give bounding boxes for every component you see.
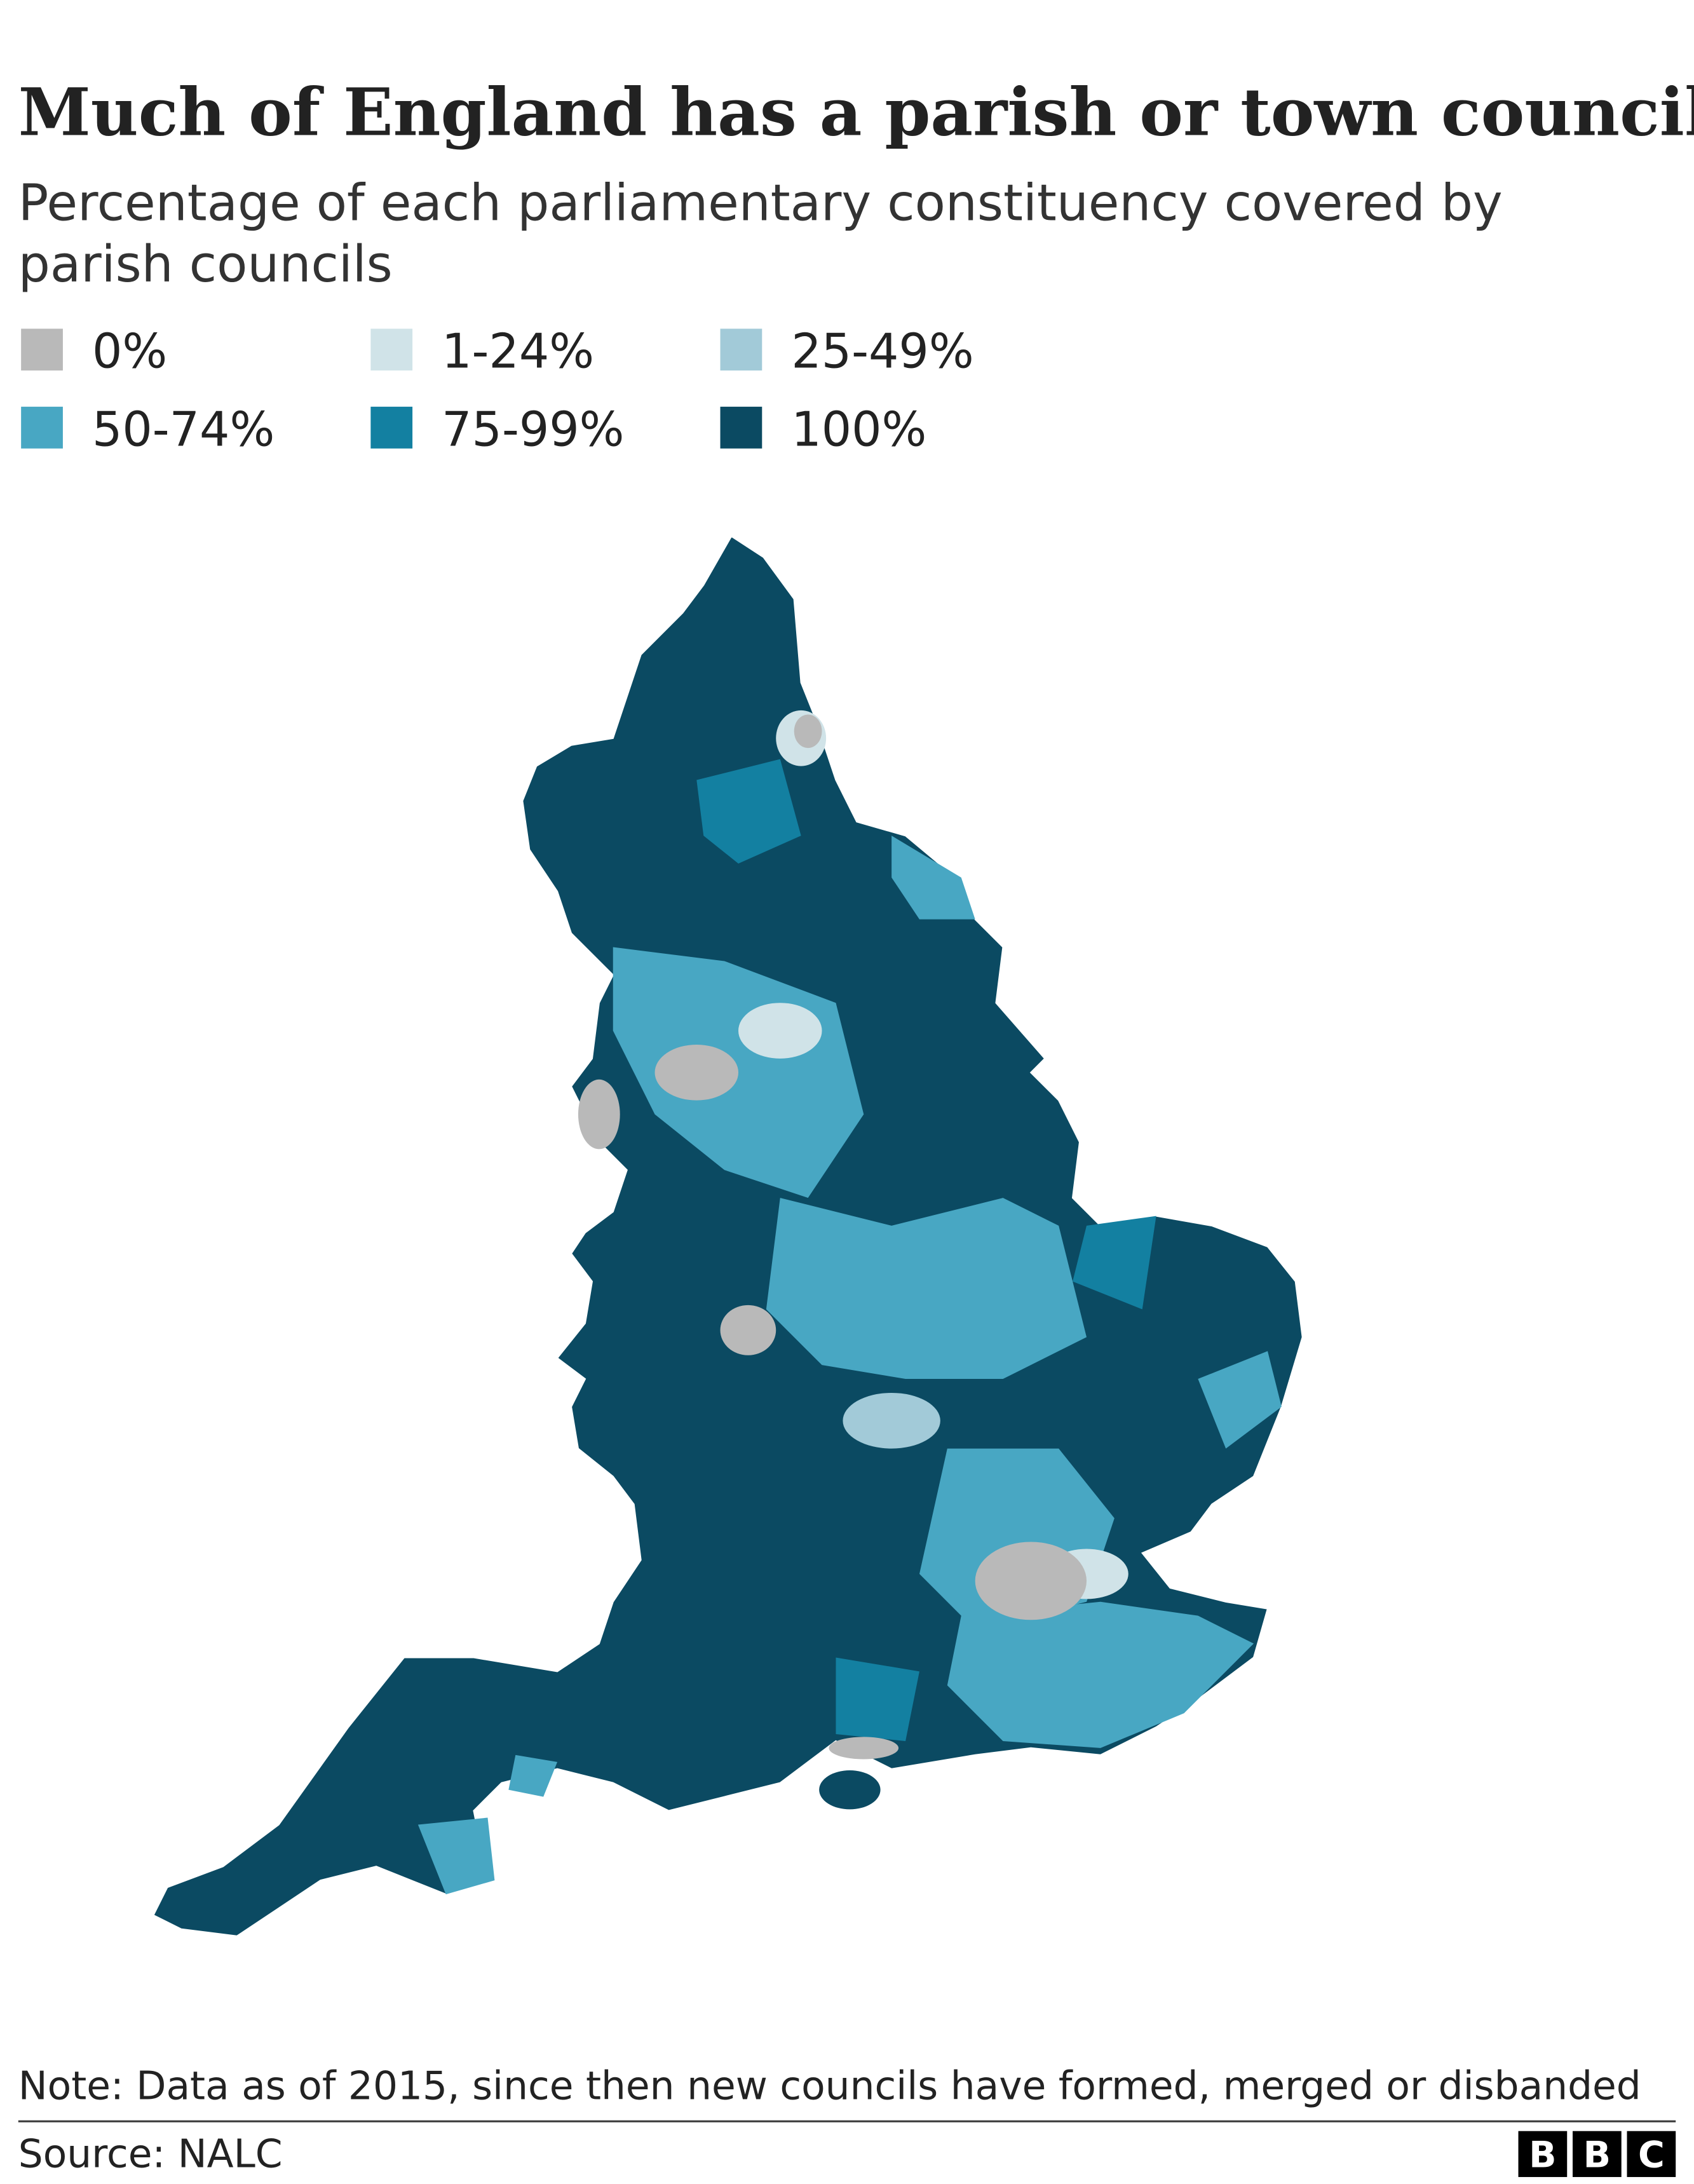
- logo-letter: B: [1583, 2134, 1611, 2176]
- region-patch: [1073, 1216, 1156, 1310]
- legend-swatch: [370, 329, 413, 371]
- region-patch: [1198, 1351, 1282, 1449]
- legend-swatch: [21, 407, 63, 449]
- subtitle: parish councils: [18, 235, 393, 294]
- region-patch: [766, 1198, 1087, 1380]
- legend-label: 75-99%: [442, 402, 624, 457]
- logo-box: [1518, 2131, 1568, 2178]
- region-patch: [417, 1817, 495, 1895]
- map: [152, 535, 1303, 1937]
- region-patch: [738, 1003, 822, 1059]
- legend-label: 50-74%: [92, 402, 274, 457]
- region-patch: [794, 714, 822, 749]
- logo-letter: C: [1638, 2134, 1665, 2176]
- source: Source: NALC: [18, 2132, 283, 2177]
- subtitle: Percentage of each parliamentary constit…: [18, 173, 1503, 232]
- region-patch: [720, 1305, 776, 1355]
- region-patch: [654, 1044, 739, 1101]
- region-patch: [819, 1770, 881, 1810]
- title: Much of England has a parish or town cou…: [18, 74, 1694, 151]
- logo-letter: B: [1529, 2134, 1556, 2176]
- legend-label: 100%: [791, 402, 926, 457]
- region-patch: [891, 836, 975, 919]
- logo-box: [1627, 2131, 1676, 2178]
- legend-label: 0%: [92, 324, 167, 379]
- legend: 0% 1-24% 25-49% 50-74% 75-99% 100%: [21, 324, 974, 457]
- legend-label: 1-24%: [442, 324, 594, 379]
- legend-swatch: [370, 407, 413, 449]
- legend-swatch: [21, 329, 63, 371]
- region-patch: [836, 1657, 919, 1741]
- region-patch: [947, 1601, 1254, 1748]
- region-patch: [696, 759, 801, 864]
- note: Note: Data as of 2015, since then new co…: [18, 2063, 1641, 2108]
- region-patch: [843, 1392, 940, 1449]
- region-patch: [578, 1079, 620, 1150]
- region-patch: [975, 1542, 1087, 1620]
- region-patch: [508, 1754, 558, 1797]
- legend-swatch: [720, 329, 762, 371]
- region-patch: [829, 1737, 899, 1760]
- legend-swatch: [720, 407, 762, 449]
- logo-box: [1573, 2131, 1622, 2178]
- legend-label: 25-49%: [791, 324, 973, 379]
